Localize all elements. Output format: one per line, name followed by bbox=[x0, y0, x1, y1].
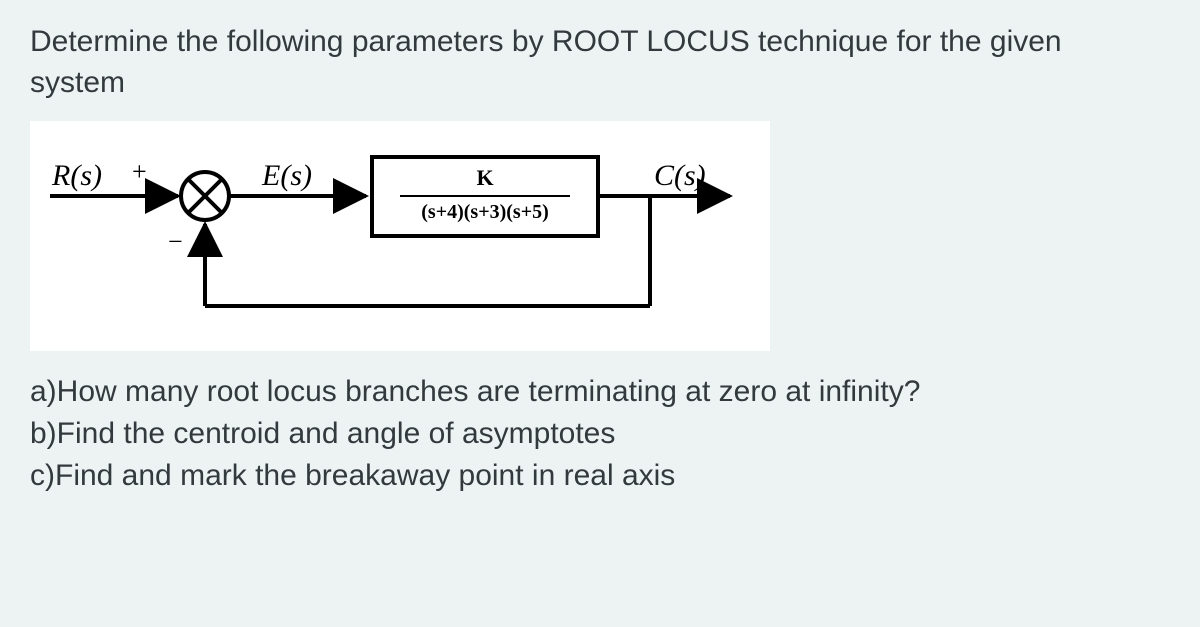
fraction-rule bbox=[400, 195, 570, 197]
summer-minus: − bbox=[168, 227, 183, 257]
question-c: c)Find and mark the breakaway point in r… bbox=[30, 455, 1170, 497]
transfer-function-block: K (s+4)(s+3)(s+5) bbox=[370, 155, 600, 238]
question-list: a)How many root locus branches are termi… bbox=[30, 371, 1170, 497]
intro-line-1: Determine the following parameters by RO… bbox=[30, 25, 1062, 58]
tf-numerator: K bbox=[392, 165, 578, 193]
summer-plus: + bbox=[132, 157, 147, 187]
signal-input-label: R(s) bbox=[52, 159, 102, 193]
problem-statement: Determine the following parameters by RO… bbox=[30, 22, 1170, 103]
intro-line-2: system bbox=[30, 66, 125, 99]
question-b: b)Find the centroid and angle of asympto… bbox=[30, 413, 1170, 455]
tf-denominator: (s+4)(s+3)(s+5) bbox=[392, 201, 578, 224]
output-underline bbox=[654, 195, 710, 198]
block-diagram: R(s) + − E(s) K (s+4)(s+3)(s+5) C(s) bbox=[30, 121, 770, 351]
question-a: a)How many root locus branches are termi… bbox=[30, 371, 1170, 413]
page-root: Determine the following parameters by RO… bbox=[0, 0, 1200, 519]
signal-output-label: C(s) bbox=[654, 159, 706, 193]
signal-error-label: E(s) bbox=[262, 159, 312, 193]
